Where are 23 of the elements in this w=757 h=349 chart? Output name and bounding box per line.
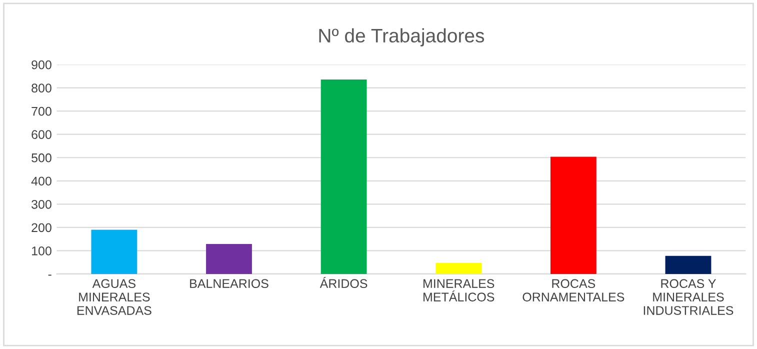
y-tick-label: 200 bbox=[32, 223, 52, 232]
chart-title: Nº de Trabajadores bbox=[319, 28, 484, 46]
y-tick-label: 100 bbox=[32, 246, 52, 256]
y-tick-label: 600 bbox=[32, 130, 52, 140]
x-tick-label: AGUAS MINERALES ENVASADAS bbox=[77, 279, 152, 315]
y-tick-label: - bbox=[48, 274, 52, 276]
y-tick-label: 300 bbox=[32, 200, 52, 209]
y-tick-label: 500 bbox=[32, 153, 52, 162]
bar bbox=[91, 230, 138, 274]
bar bbox=[206, 244, 252, 274]
x-tick-label: ROCAS ORNAMENTALES bbox=[522, 279, 624, 302]
y-tick-label: 800 bbox=[32, 84, 52, 92]
bar bbox=[665, 256, 712, 274]
bar bbox=[436, 263, 482, 274]
y-tick-label: 700 bbox=[32, 106, 52, 116]
bar bbox=[550, 156, 596, 274]
y-tick-label: 400 bbox=[31, 176, 52, 186]
x-tick-label: MINERALES METÁLICOS bbox=[424, 279, 494, 302]
y-tick-label: 900 bbox=[32, 60, 52, 70]
x-tick-label: ÁRIDOS bbox=[320, 277, 368, 288]
x-tick-label: BALNEARIOS bbox=[190, 279, 268, 288]
bar bbox=[320, 79, 367, 274]
x-tick-label: ROCAS Y MINERALES INDUSTRIALES bbox=[644, 279, 734, 315]
